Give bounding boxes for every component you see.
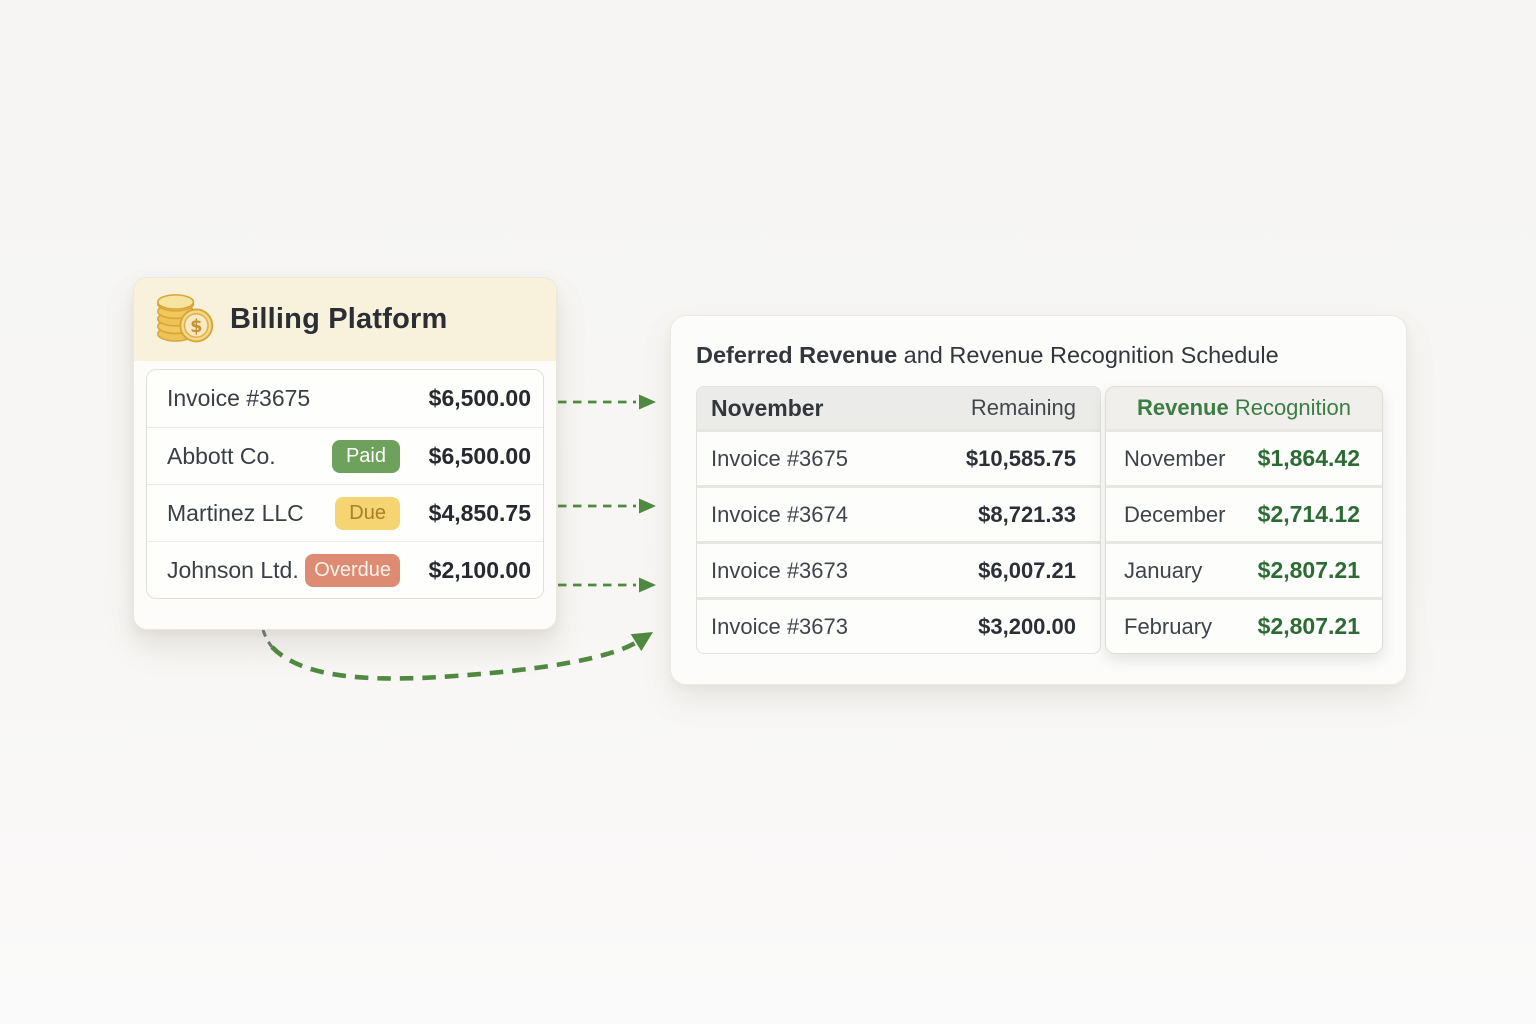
table-row[interactable]: Invoice #3673 $3,200.00 (697, 600, 1100, 653)
revenue-schedule-table: November Remaining Invoice #3675 $10,585… (696, 386, 1383, 654)
cell-month: December (1124, 501, 1226, 527)
column-header-remaining: Remaining (970, 395, 1076, 420)
recognition-row[interactable]: January $2,807.21 (1106, 544, 1382, 597)
arrowhead-icon (639, 498, 656, 514)
arrowhead-icon (639, 394, 656, 410)
arrow-curve-deferred (270, 640, 639, 681)
coins-icon: $ (154, 289, 216, 350)
cell-recognized-amount: $2,807.21 (1257, 557, 1360, 583)
svg-text:$: $ (190, 316, 202, 337)
cell-month: January (1124, 557, 1203, 583)
status-badge-paid: Paid (331, 439, 400, 473)
recognition-row[interactable]: December $2,714.12 (1106, 488, 1382, 541)
client-amount: $4,850.75 (428, 499, 531, 526)
client-name: Martinez LLC (167, 499, 304, 526)
table-row[interactable]: Invoice #3674 $8,721.33 (697, 488, 1100, 541)
client-row-martinez[interactable]: Martinez LLC Due $4,850.75 (147, 484, 543, 541)
billing-card-title: Billing Platform (230, 303, 448, 335)
client-amount: $6,500.00 (428, 442, 531, 469)
cell-recognized-amount: $1,864.42 (1257, 445, 1360, 471)
cell-remaining: $3,200.00 (978, 613, 1076, 639)
cell-remaining: $8,721.33 (978, 501, 1076, 527)
invoice-number: Invoice #3675 (167, 385, 311, 411)
remaining-section: November Remaining Invoice #3675 $10,585… (696, 386, 1101, 654)
invoice-summary-row[interactable]: Invoice #3675 $6,500.00 (147, 370, 543, 427)
recognition-header-emphasis: Revenue (1136, 395, 1229, 420)
cell-invoice: Invoice #3673 (711, 557, 848, 583)
schedule-title-rest: and Revenue Recognition Schedule (897, 342, 1279, 368)
recognition-row[interactable]: November $1,864.42 (1106, 432, 1382, 485)
schedule-card-title: Deferred Revenue and Revenue Recognition… (696, 342, 1381, 369)
table-row[interactable]: Invoice #3673 $6,007.21 (697, 544, 1100, 597)
arrowhead-icon (630, 632, 653, 652)
recognition-row[interactable]: February $2,807.21 (1106, 600, 1382, 653)
revenue-recognition-panel: Revenue Recognition November $1,864.42 D… (1105, 386, 1383, 654)
client-amount: $2,100.00 (428, 556, 531, 583)
cell-invoice: Invoice #3675 (711, 445, 848, 471)
client-row-abbott[interactable]: Abbott Co. Paid $6,500.00 (147, 427, 543, 484)
cell-recognized-amount: $2,807.21 (1257, 613, 1360, 639)
revenue-schedule-card: Deferred Revenue and Revenue Recognition… (670, 315, 1407, 685)
client-name: Johnson Ltd. (167, 556, 299, 583)
cell-month: November (1124, 445, 1226, 471)
table-header-row: November Remaining (697, 387, 1100, 429)
cell-remaining: $10,585.75 (965, 445, 1076, 471)
client-name: Abbott Co. (167, 442, 276, 469)
cell-invoice: Invoice #3673 (711, 613, 848, 639)
status-badge-overdue: Overdue (305, 553, 400, 587)
schedule-title-emphasis: Deferred Revenue (696, 342, 898, 368)
cell-recognized-amount: $2,714.12 (1257, 501, 1360, 527)
table-header-recognition: Revenue Recognition (1106, 387, 1382, 429)
invoice-list: Invoice #3675 $6,500.00 Abbott Co. Paid … (146, 369, 544, 599)
client-row-johnson[interactable]: Johnson Ltd. Overdue $2,100.00 (147, 541, 543, 598)
table-row[interactable]: Invoice #3675 $10,585.75 (697, 432, 1100, 485)
recognition-header-rest: Recognition (1228, 395, 1352, 420)
arrow-curve-start (261, 629, 274, 648)
status-badge-due: Due (335, 496, 400, 530)
column-header-recognition: Revenue Recognition (1137, 395, 1351, 421)
cell-remaining: $6,007.21 (978, 557, 1076, 583)
cell-month: February (1124, 613, 1213, 639)
invoice-amount: $6,500.00 (428, 385, 531, 411)
billing-card-header: $ Billing Platform (134, 278, 556, 361)
cell-invoice: Invoice #3674 (711, 501, 848, 527)
column-header-month: November (711, 394, 824, 421)
billing-platform-card: $ Billing Platform Invoice #3675 $6,500.… (133, 277, 557, 630)
arrowhead-icon (639, 577, 656, 593)
